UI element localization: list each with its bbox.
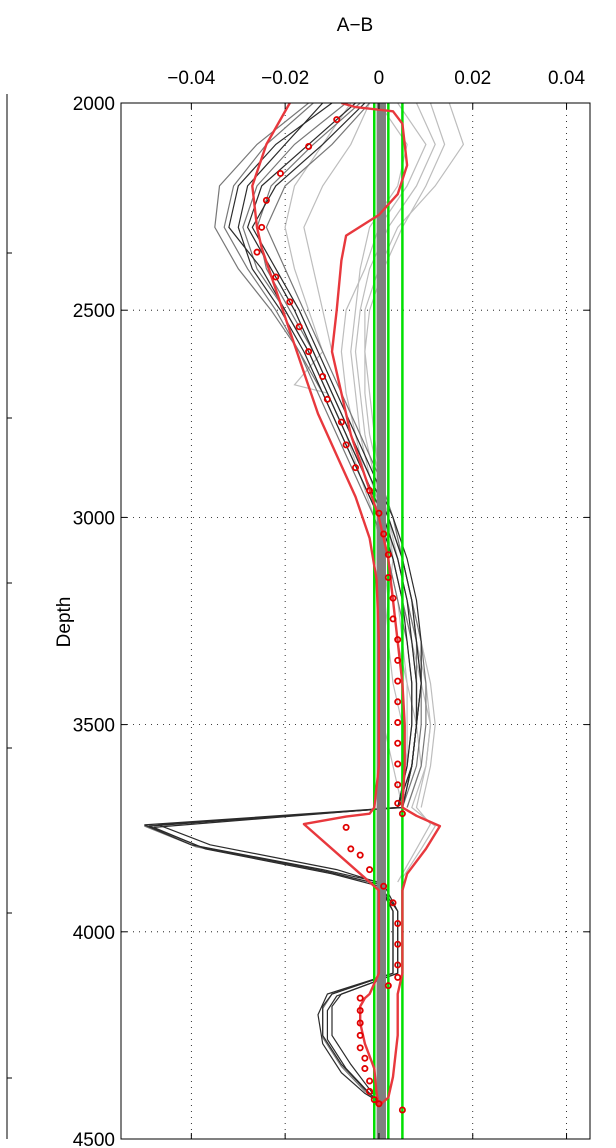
marker-7 xyxy=(286,298,294,306)
chart-title: A−B xyxy=(337,15,373,36)
y-tick-label-1: 2500 xyxy=(73,301,115,322)
marker-37 xyxy=(389,899,397,907)
marker-8 xyxy=(295,323,303,331)
marker-27 xyxy=(394,739,402,747)
marker-19 xyxy=(384,573,392,581)
marker-9 xyxy=(305,348,313,356)
ensemble-line-6 xyxy=(265,103,427,808)
marker-22 xyxy=(394,636,402,644)
marker-13 xyxy=(342,441,350,449)
marker-14 xyxy=(351,464,359,472)
x-tick-label-2: 0 xyxy=(374,68,385,89)
marker-18 xyxy=(384,551,392,559)
marker-51 xyxy=(366,1087,374,1095)
marker-39 xyxy=(394,940,402,948)
marker-47 xyxy=(356,1044,364,1052)
marker-52 xyxy=(370,1096,378,1104)
marker-40 xyxy=(394,961,402,969)
marker-45 xyxy=(356,1019,364,1027)
marker-38 xyxy=(394,920,402,928)
y-tick-label-4: 4000 xyxy=(73,923,115,944)
center-band xyxy=(376,103,386,1139)
plot-background xyxy=(121,103,590,1139)
marker-42 xyxy=(384,982,392,990)
x-tick-label-4: 0.04 xyxy=(548,68,585,89)
y-tick-label-3: 3500 xyxy=(73,716,115,737)
marker-44 xyxy=(356,1007,364,1015)
x-tick-label-0: −0.04 xyxy=(167,68,216,89)
marker-54 xyxy=(398,1106,406,1114)
marker-2 xyxy=(276,169,284,177)
marker-29 xyxy=(394,781,402,789)
marker-1 xyxy=(305,143,313,151)
marker-0 xyxy=(333,116,341,124)
axes-frame xyxy=(120,102,591,1140)
marker-4 xyxy=(258,223,266,231)
marker-24 xyxy=(394,677,402,685)
marker-6 xyxy=(272,273,280,281)
marker-33 xyxy=(347,845,355,853)
marker-11 xyxy=(323,395,331,403)
marker-49 xyxy=(361,1065,369,1073)
marker-21 xyxy=(389,615,397,623)
y-tick-label-2: 3000 xyxy=(73,508,115,529)
marker-46 xyxy=(356,1031,364,1039)
y-tick-label-5: 4500 xyxy=(73,1130,115,1148)
marker-26 xyxy=(394,719,402,727)
x-tick-label-3: 0.02 xyxy=(454,68,491,89)
marker-20 xyxy=(389,594,397,602)
marker-50 xyxy=(366,1077,374,1085)
marker-43 xyxy=(356,994,364,1002)
marker-16 xyxy=(375,509,383,517)
marker-10 xyxy=(319,373,327,381)
marker-3 xyxy=(262,196,270,204)
plot-area: −0.04 −0.02 0 0.02 0.04 2000 2500 3000 3500 4000 4… xyxy=(6,68,591,1148)
marker-5 xyxy=(253,248,261,256)
tick-marks: −0.04 −0.02 0 0.02 0.04 2000 2500 3000 3500 4000 4… xyxy=(73,68,590,1148)
x-tick-label-1: −0.02 xyxy=(261,68,309,89)
data-layer xyxy=(144,103,465,1139)
marker-41 xyxy=(394,973,402,981)
marker-17 xyxy=(380,530,388,538)
marker-36 xyxy=(380,882,388,890)
ensemble-line-3 xyxy=(158,103,422,1103)
bound-line-0 xyxy=(251,103,381,1107)
marker-35 xyxy=(366,866,374,874)
marker-28 xyxy=(394,760,402,768)
y-tick-label-0: 2000 xyxy=(73,94,115,115)
marker-34 xyxy=(356,851,364,859)
marker-32 xyxy=(342,823,350,831)
ensemble-line-2 xyxy=(153,103,413,1103)
marker-15 xyxy=(366,486,374,494)
y-axis-label: Depth xyxy=(54,597,75,648)
marker-53 xyxy=(375,1100,383,1108)
marker-31 xyxy=(398,810,406,818)
marker-25 xyxy=(394,698,402,706)
marker-48 xyxy=(361,1054,369,1062)
marker-23 xyxy=(394,656,402,664)
marker-30 xyxy=(394,799,402,807)
marker-12 xyxy=(337,418,345,426)
